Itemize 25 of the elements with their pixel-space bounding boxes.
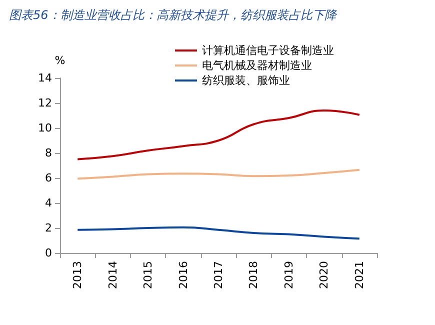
legend-label: 纺织服装、服饰业 [202,74,290,87]
x-tick-label: 2013 [71,261,84,289]
line-series [76,168,360,180]
y-tick-label: 2 [45,222,52,234]
x-tick-label: 2014 [106,261,120,289]
legend-label: 计算机通信电子设备制造业 [202,44,334,57]
legend-label: 电气机械及器材制造业 [202,59,312,72]
x-tick-label: 2021 [352,261,366,289]
line-series [76,110,360,160]
x-tick-label: 2020 [318,261,331,289]
x-tick-label: 2019 [282,261,296,289]
line-series [76,226,360,240]
y-tick-label: 0 [45,246,52,260]
x-tick-label: 2015 [142,261,155,289]
x-tick-label: 2018 [247,261,260,289]
y-tick-label: 14 [38,72,52,84]
y-tick-label: 10 [38,122,52,134]
y-axis-title: % [54,54,66,67]
chart-title: 图表56：制造业营收占比：高新技术提升，纺织服装占比下降 [9,8,338,22]
y-tick-label: 8 [45,146,52,160]
x-tick-label: 2016 [176,261,190,289]
y-tick-label: 4 [45,196,52,210]
y-tick-label: 6 [45,172,52,184]
x-tick-label: 2017 [212,261,225,289]
y-tick-label: 12 [38,96,52,110]
